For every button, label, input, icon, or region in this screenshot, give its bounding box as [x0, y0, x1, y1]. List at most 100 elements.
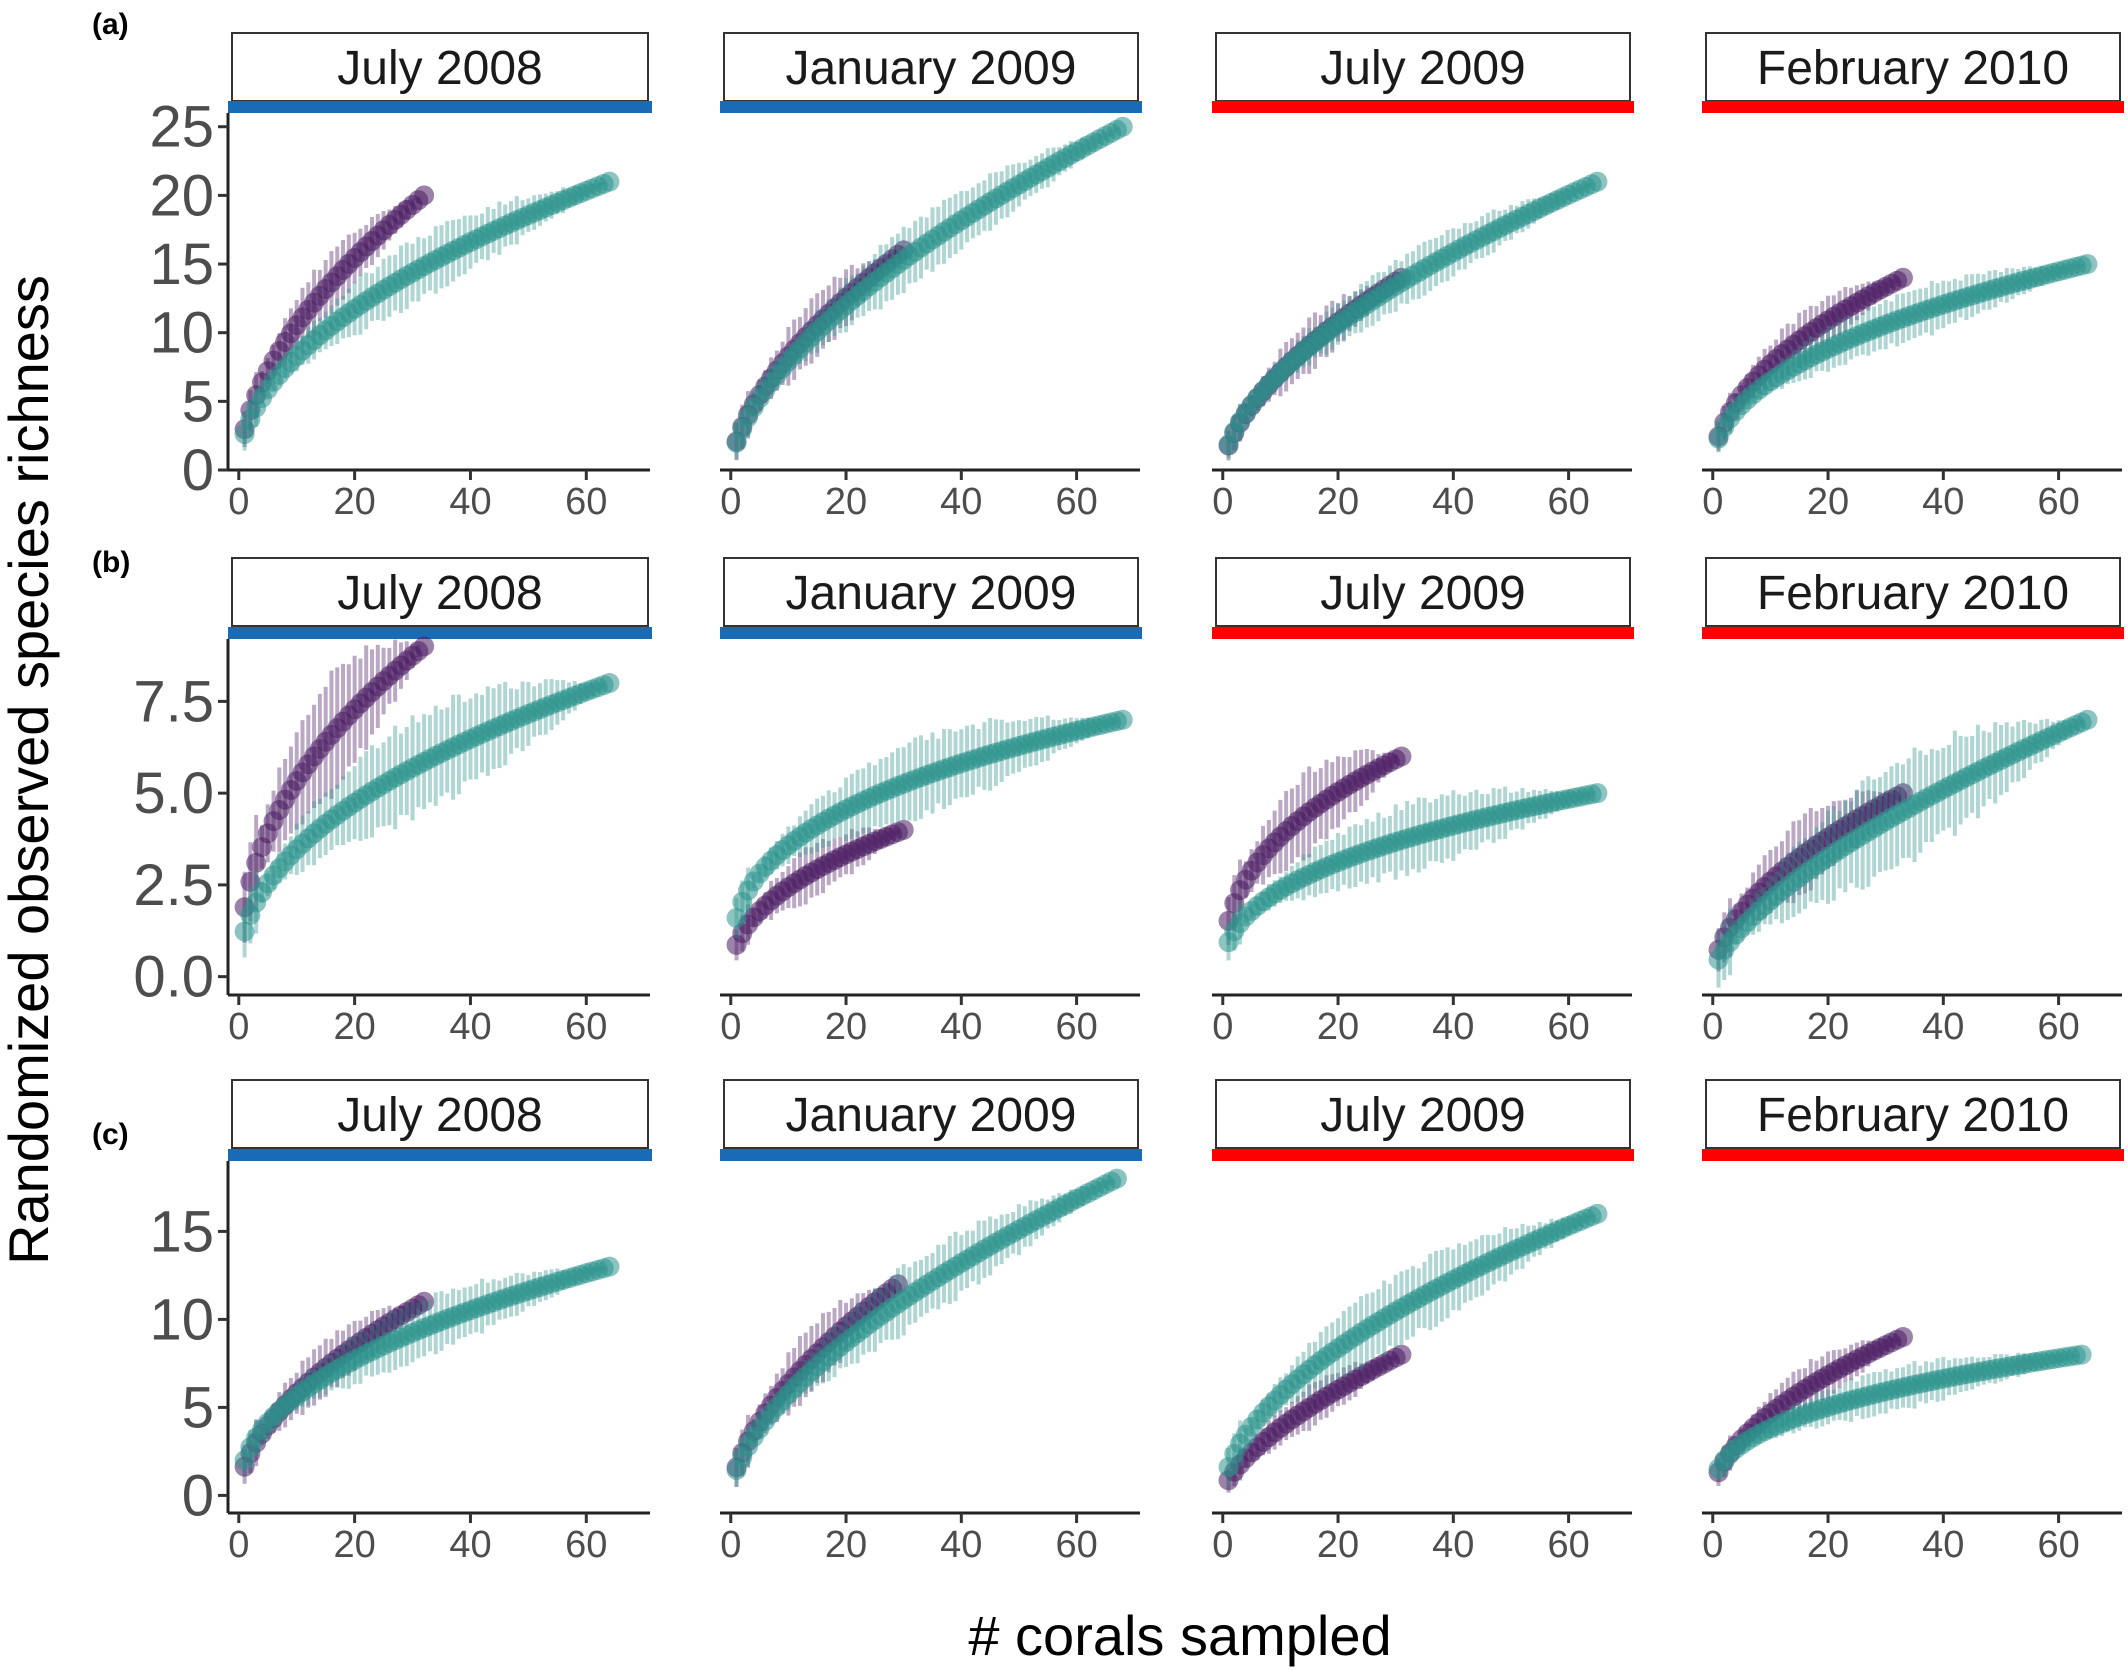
season-bar	[1702, 101, 2124, 113]
x-tick-label: 0	[720, 481, 741, 523]
facet-panel: July 2009 0 20 40 60	[1212, 557, 1634, 1048]
facet-strip	[1705, 1079, 2121, 1149]
x-tick-label: 60	[1547, 1524, 1589, 1566]
facet-strip	[1215, 32, 1631, 102]
facet-strip	[231, 557, 649, 627]
data-point	[2077, 254, 2098, 275]
y-tick-label: 0	[182, 1463, 214, 1528]
x-axis-title: # corals sampled	[968, 1604, 1391, 1667]
y-tick-label: 10	[149, 301, 214, 366]
y-tick-label: 5.0	[133, 761, 214, 826]
season-bar	[228, 627, 652, 639]
facet-title: July 2009	[1320, 42, 1525, 95]
y-tick-label: 15	[149, 1199, 214, 1264]
data-point	[1587, 1203, 1608, 1224]
series-teal	[1218, 171, 1608, 458]
facet-panel: January 2009 0 20 40 60	[720, 32, 1142, 523]
data-point	[414, 636, 435, 657]
y-tick-label: 10	[149, 1287, 214, 1352]
facet-title: July 2009	[1320, 1089, 1525, 1142]
facet-strip	[231, 32, 649, 102]
season-bar	[1212, 627, 1634, 639]
data-point	[1587, 171, 1608, 192]
y-tick-label: 2.5	[133, 853, 214, 918]
series-purple	[1218, 1344, 1412, 1493]
data-point	[599, 673, 620, 694]
data-point	[414, 185, 435, 206]
series-purple	[234, 1291, 435, 1484]
data-point	[599, 1256, 620, 1277]
y-tick-label: 7.5	[133, 669, 214, 734]
y-tick-label: 0	[182, 438, 214, 503]
season-bar	[720, 627, 1142, 639]
facet-title: July 2008	[337, 1089, 542, 1142]
x-tick-label: 40	[1432, 481, 1474, 523]
x-tick-label: 60	[1547, 481, 1589, 523]
y-axis-title: Randomized observed species richness	[0, 275, 60, 1265]
row-label: (c)	[92, 1118, 129, 1151]
season-bar	[1212, 101, 1634, 113]
season-bar	[1212, 1149, 1634, 1161]
series-teal	[1218, 1203, 1608, 1487]
y-tick-label: 5	[182, 369, 214, 434]
facet-strip	[723, 1079, 1139, 1149]
y-tick-label: 20	[149, 163, 214, 228]
facet-row: (c) July 2008 0 5 10 15 0 20 40 60 January 2009 0 20…	[92, 1079, 2124, 1566]
data-point	[1391, 1344, 1412, 1365]
x-tick-label: 60	[2037, 1006, 2079, 1048]
x-tick-label: 40	[940, 1006, 982, 1048]
facet-title: July 2008	[337, 567, 542, 620]
x-tick-label: 0	[720, 1524, 741, 1566]
series-teal	[726, 709, 1133, 939]
x-tick-label: 20	[825, 1006, 867, 1048]
data-point	[1587, 783, 1608, 804]
facet-strip	[1215, 557, 1631, 627]
season-bar	[720, 101, 1142, 113]
data-point	[234, 921, 255, 942]
x-tick-label: 60	[2037, 481, 2079, 523]
row-label: (b)	[92, 546, 130, 579]
x-tick-label: 40	[940, 1524, 982, 1566]
facet-strip	[723, 557, 1139, 627]
x-tick-label: 40	[449, 1524, 491, 1566]
x-tick-label: 40	[1432, 1524, 1474, 1566]
facet-title: February 2010	[1757, 567, 2069, 620]
facet-title: July 2008	[337, 42, 542, 95]
data-point	[893, 819, 914, 840]
x-tick-label: 20	[825, 481, 867, 523]
x-tick-label: 60	[1547, 1006, 1589, 1048]
x-tick-label: 0	[228, 481, 249, 523]
facet-strip	[231, 1079, 649, 1149]
x-tick-label: 40	[449, 1006, 491, 1048]
facet-strip	[1215, 1079, 1631, 1149]
series-teal	[726, 1168, 1127, 1488]
x-tick-label: 0	[228, 1006, 249, 1048]
x-tick-label: 40	[449, 481, 491, 523]
x-tick-label: 20	[1807, 1524, 1849, 1566]
data-point	[2077, 709, 2098, 730]
season-bar	[1702, 1149, 2124, 1161]
x-tick-label: 60	[1055, 1524, 1097, 1566]
x-tick-label: 60	[565, 1006, 607, 1048]
season-bar	[228, 1149, 652, 1161]
series-teal	[1218, 783, 1608, 961]
facet-panel: February 2010 0 20 40 60	[1702, 557, 2124, 1048]
series-teal	[726, 116, 1133, 460]
x-tick-label: 0	[1212, 481, 1233, 523]
series-teal	[234, 1256, 620, 1476]
facet-panel: July 2009 0 20 40 60	[1212, 32, 1634, 523]
data-point	[1112, 116, 1133, 137]
y-tick-label: 25	[149, 95, 214, 160]
x-tick-label: 0	[1212, 1006, 1233, 1048]
x-tick-label: 20	[1807, 481, 1849, 523]
x-tick-label: 40	[1922, 481, 1964, 523]
facet-panel: July 2009 0 20 40 60	[1212, 1079, 1634, 1566]
data-point	[1112, 709, 1133, 730]
x-tick-label: 0	[1702, 1524, 1723, 1566]
data-point	[726, 907, 747, 928]
x-tick-label: 0	[1702, 1006, 1723, 1048]
